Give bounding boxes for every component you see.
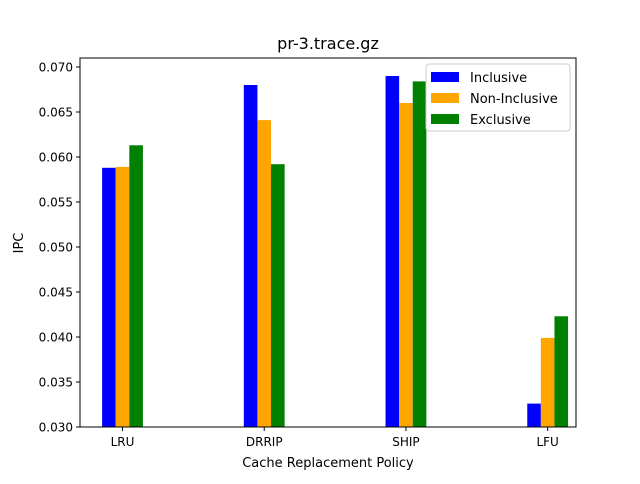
bars-layer [102,76,569,428]
legend-label: Non-Inclusive [470,92,558,107]
bar-exclusive-lru [129,145,143,428]
chart-title: pr-3.trace.gz [277,34,379,53]
legend-box [425,63,571,132]
bar-exclusive-lfu [554,316,569,427]
y-tick-label: 0.065 [39,106,73,120]
x-tick-label: DRRIP [246,435,283,449]
y-tick-label: 0.040 [39,331,73,345]
legend-swatch [431,93,459,103]
bar-non-inclusive-lru [115,166,130,427]
y-tick-label: 0.035 [39,376,73,390]
bar-exclusive-drrip [271,164,285,427]
y-axis: 0.030 0.035 0.040 0.045 0.050 0.055 0.060 0.065… [39,61,80,435]
bar-inclusive-drrip [243,85,258,427]
legend-swatch [431,114,459,124]
x-axis: LRU DRRIP SHIP LFU [111,427,559,449]
y-tick-label: 0.070 [39,61,73,75]
legend: Inclusive Non-Inclusive Exclusive [425,63,571,132]
legend-label: Inclusive [470,71,527,86]
y-tick-label: 0.050 [39,241,73,255]
x-axis-label: Cache Replacement Policy [242,456,414,471]
y-tick-label: 0.055 [39,196,73,210]
y-tick-label: 0.045 [39,286,73,300]
bar-inclusive-lru [102,167,116,428]
bar-inclusive-lfu [527,403,541,427]
x-tick-label: SHIP [392,435,419,449]
bar-exclusive-ship [412,81,427,428]
x-tick-label: LFU [536,435,558,449]
y-tick-label: 0.060 [39,151,73,165]
plot-area-frame [79,57,577,428]
bar-inclusive-ship [385,76,400,427]
bar-non-inclusive-ship [399,103,413,427]
x-tick-label: LRU [111,435,135,449]
legend-swatch [431,72,459,82]
bar-non-inclusive-drrip [257,120,272,427]
legend-label: Exclusive [470,113,531,128]
y-tick-label: 0.030 [39,421,73,435]
y-axis-label: IPC [12,233,27,254]
bar-non-inclusive-lfu [540,337,555,427]
